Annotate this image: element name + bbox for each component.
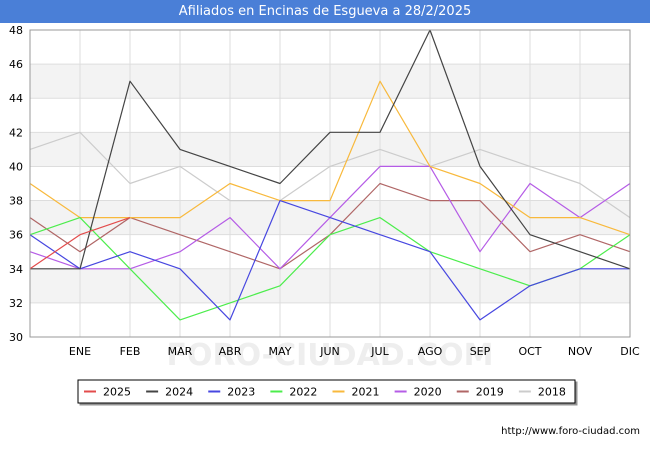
legend-label-2018: 2018 bbox=[538, 386, 566, 399]
watermark-text: FORO-CIUDAD.COM bbox=[167, 338, 494, 373]
x-tick-label: SEP bbox=[470, 345, 491, 358]
x-tick-label: JUL bbox=[370, 345, 389, 358]
x-tick-label: OCT bbox=[518, 345, 541, 358]
legend: 2025 2024 2023 2022 2021 2020 2019 2018 bbox=[77, 379, 576, 404]
chart-title: Afiliados en Encinas de Esgueva a 28/2/2… bbox=[0, 0, 650, 23]
y-tick-label: 44 bbox=[9, 92, 23, 105]
y-axis-ticks: 30 32 34 36 38 40 42 44 46 48 bbox=[9, 24, 23, 344]
series-line-2025 bbox=[29, 217, 131, 270]
x-tick-label: ENE bbox=[69, 345, 91, 358]
x-tick-label: ABR bbox=[219, 345, 242, 358]
plot-frame bbox=[29, 29, 631, 338]
legend-label-2023: 2023 bbox=[227, 386, 255, 399]
y-tick-label: 46 bbox=[9, 58, 23, 71]
series-line-2018 bbox=[29, 131, 631, 219]
x-tick-label: FEB bbox=[120, 345, 141, 358]
x-tick-label: MAY bbox=[269, 345, 292, 358]
x-tick-label: JUN bbox=[319, 345, 340, 358]
x-axis-ticks: ENE FEB MAR ABR MAY JUN JUL AGO SEP OCT NOV DIC bbox=[69, 345, 640, 358]
x-tick-label: MAR bbox=[168, 345, 193, 358]
x-tick-label: NOV bbox=[568, 345, 593, 358]
y-tick-label: 40 bbox=[9, 160, 23, 173]
legend-label-2019: 2019 bbox=[476, 386, 504, 399]
y-tick-label: 48 bbox=[9, 24, 23, 37]
series-line-2023 bbox=[29, 200, 630, 321]
x-tick-label: DIC bbox=[620, 345, 640, 358]
y-tick-label: 32 bbox=[9, 297, 23, 310]
y-tick-label: 42 bbox=[9, 126, 23, 139]
legend-label-2020: 2020 bbox=[414, 386, 442, 399]
y-tick-label: 30 bbox=[9, 331, 23, 344]
y-tick-label: 36 bbox=[9, 229, 23, 242]
y-tick-label: 38 bbox=[9, 195, 23, 208]
legend-label-2025: 2025 bbox=[103, 386, 131, 399]
legend-label-2022: 2022 bbox=[289, 386, 317, 399]
legend-label-2021: 2021 bbox=[352, 386, 380, 399]
x-tick-label: AGO bbox=[418, 345, 443, 358]
source-url[interactable]: http://www.foro-ciudad.com bbox=[501, 426, 640, 437]
series-line-2024 bbox=[30, 29, 631, 270]
series-lines bbox=[29, 29, 631, 321]
y-tick-label: 34 bbox=[9, 263, 23, 276]
legend-box bbox=[77, 379, 576, 404]
legend-label-2024: 2024 bbox=[165, 386, 193, 399]
